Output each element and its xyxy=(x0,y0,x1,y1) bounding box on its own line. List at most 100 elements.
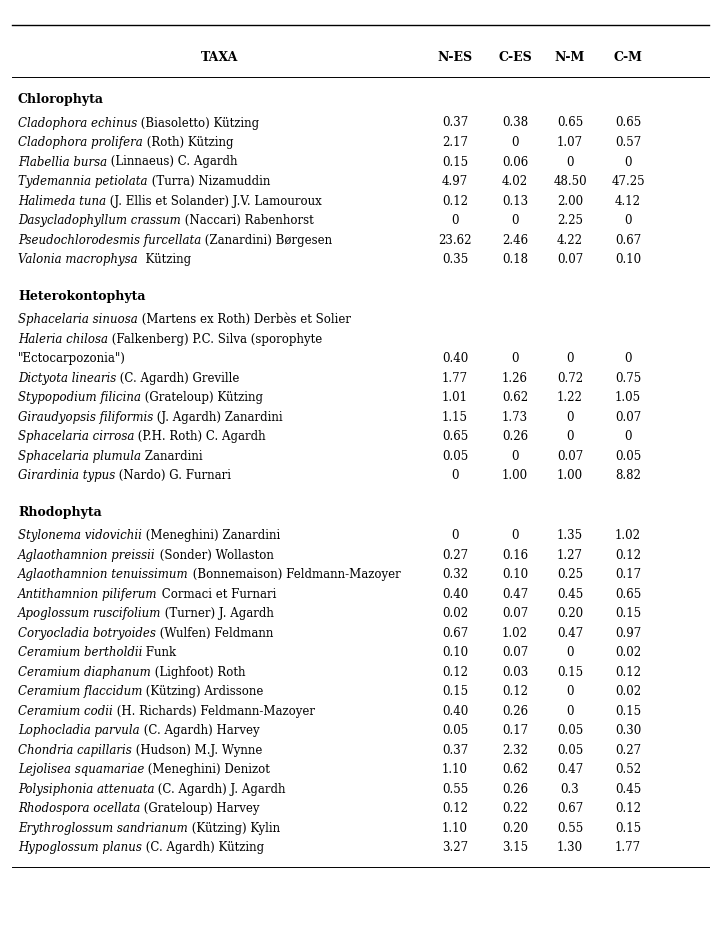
Text: 0.47: 0.47 xyxy=(502,588,528,601)
Text: 2.32: 2.32 xyxy=(502,743,528,756)
Text: 0.65: 0.65 xyxy=(615,116,641,129)
Text: 0.12: 0.12 xyxy=(502,685,528,698)
Text: 0.3: 0.3 xyxy=(560,782,579,795)
Text: 0: 0 xyxy=(451,469,459,482)
Text: 0.15: 0.15 xyxy=(442,155,468,168)
Text: 0: 0 xyxy=(566,646,574,659)
Text: 1.77: 1.77 xyxy=(442,371,468,384)
Text: 0.52: 0.52 xyxy=(615,763,641,776)
Text: Ceramium codii: Ceramium codii xyxy=(18,705,113,718)
Text: 0.75: 0.75 xyxy=(615,371,641,384)
Text: 0: 0 xyxy=(511,352,519,365)
Text: (Martens ex Roth) Derbès et Solier: (Martens ex Roth) Derbès et Solier xyxy=(138,313,351,326)
Text: Kützing: Kützing xyxy=(138,253,191,266)
Text: Rhodospora ocellata: Rhodospora ocellata xyxy=(18,802,140,815)
Text: 0.05: 0.05 xyxy=(557,743,583,756)
Text: 2.46: 2.46 xyxy=(502,233,528,246)
Text: Flabellia bursa: Flabellia bursa xyxy=(18,155,107,168)
Text: (Kützing) Ardissone: (Kützing) Ardissone xyxy=(142,685,263,698)
Text: (Naccari) Rabenhorst: (Naccari) Rabenhorst xyxy=(181,214,313,227)
Text: (H. Richards) Feldmann-Mazoyer: (H. Richards) Feldmann-Mazoyer xyxy=(113,705,315,718)
Text: 0.07: 0.07 xyxy=(557,449,583,462)
Text: 1.22: 1.22 xyxy=(557,391,583,404)
Text: 0.20: 0.20 xyxy=(557,607,583,620)
Text: 1.10: 1.10 xyxy=(442,763,468,776)
Text: Erythroglossum sandrianum: Erythroglossum sandrianum xyxy=(18,821,188,834)
Text: (Kützing) Kylin: (Kützing) Kylin xyxy=(188,821,280,834)
Text: (Turner) J. Agardh: (Turner) J. Agardh xyxy=(161,607,274,620)
Text: 0.47: 0.47 xyxy=(557,763,583,776)
Text: 48.50: 48.50 xyxy=(553,175,587,188)
Text: 1.00: 1.00 xyxy=(557,469,583,482)
Text: 0.13: 0.13 xyxy=(502,194,528,207)
Text: 0.05: 0.05 xyxy=(615,449,641,462)
Text: 0: 0 xyxy=(451,214,459,227)
Text: 0.15: 0.15 xyxy=(557,666,583,679)
Text: Zanardini: Zanardini xyxy=(141,449,203,462)
Text: (C. Agardh) J. Agardh: (C. Agardh) J. Agardh xyxy=(154,782,286,795)
Text: N-M: N-M xyxy=(555,50,585,63)
Text: 0.26: 0.26 xyxy=(502,430,528,443)
Text: 0: 0 xyxy=(511,136,519,149)
Text: (Zanardini) Børgesen: (Zanardini) Børgesen xyxy=(201,233,333,246)
Text: Stypopodium filicina: Stypopodium filicina xyxy=(18,391,141,404)
Text: 0.40: 0.40 xyxy=(442,588,468,601)
Text: 0.20: 0.20 xyxy=(502,821,528,834)
Text: C-M: C-M xyxy=(613,50,643,63)
Text: 2.00: 2.00 xyxy=(557,194,583,207)
Text: 0.40: 0.40 xyxy=(442,352,468,365)
Text: 0.67: 0.67 xyxy=(442,627,468,640)
Text: 0.57: 0.57 xyxy=(615,136,641,149)
Text: Aglaothamnion preissii: Aglaothamnion preissii xyxy=(18,549,156,562)
Text: 0.06: 0.06 xyxy=(502,155,528,168)
Text: 0.10: 0.10 xyxy=(442,646,468,659)
Text: (Wulfen) Feldmann: (Wulfen) Feldmann xyxy=(156,627,273,640)
Text: (Turra) Nizamuddin: (Turra) Nizamuddin xyxy=(148,175,270,188)
Text: 0.16: 0.16 xyxy=(502,549,528,562)
Text: 0: 0 xyxy=(566,685,574,698)
Text: 0.07: 0.07 xyxy=(615,410,641,423)
Text: 0.32: 0.32 xyxy=(442,568,468,581)
Text: 4.12: 4.12 xyxy=(615,194,641,207)
Text: 0.67: 0.67 xyxy=(615,233,641,246)
Text: Sphacelaria plumula: Sphacelaria plumula xyxy=(18,449,141,462)
Text: 0.45: 0.45 xyxy=(615,782,641,795)
Text: Ceramium flaccidum: Ceramium flaccidum xyxy=(18,685,142,698)
Text: 0.12: 0.12 xyxy=(615,666,641,679)
Text: 2.25: 2.25 xyxy=(557,214,583,227)
Text: 0: 0 xyxy=(511,214,519,227)
Text: 1.77: 1.77 xyxy=(615,841,641,854)
Text: 0.12: 0.12 xyxy=(615,549,641,562)
Text: 0.15: 0.15 xyxy=(442,685,468,698)
Text: 1.02: 1.02 xyxy=(615,529,641,542)
Text: 0.40: 0.40 xyxy=(442,705,468,718)
Text: Stylonema vidovichii: Stylonema vidovichii xyxy=(18,529,142,542)
Text: 0.05: 0.05 xyxy=(442,449,468,462)
Text: 0.05: 0.05 xyxy=(442,724,468,737)
Text: (C. Agardh) Kützing: (C. Agardh) Kützing xyxy=(142,841,264,854)
Text: Apoglossum ruscifolium: Apoglossum ruscifolium xyxy=(18,607,161,620)
Text: 0.97: 0.97 xyxy=(615,627,641,640)
Text: 0: 0 xyxy=(566,430,574,443)
Text: 23.62: 23.62 xyxy=(438,233,472,246)
Text: C-ES: C-ES xyxy=(498,50,532,63)
Text: Tydemannia petiolata: Tydemannia petiolata xyxy=(18,175,148,188)
Text: Dictyota linearis: Dictyota linearis xyxy=(18,371,116,384)
Text: 3.15: 3.15 xyxy=(502,841,528,854)
Text: 0.07: 0.07 xyxy=(502,607,528,620)
Text: 1.35: 1.35 xyxy=(557,529,583,542)
Text: Lophocladia parvula: Lophocladia parvula xyxy=(18,724,140,737)
Text: Rhodophyta: Rhodophyta xyxy=(18,506,102,519)
Text: Haleria chilosa: Haleria chilosa xyxy=(18,333,108,346)
Text: 0.12: 0.12 xyxy=(442,666,468,679)
Text: 1.00: 1.00 xyxy=(502,469,528,482)
Text: 0.02: 0.02 xyxy=(615,646,641,659)
Text: (Lighfoot) Roth: (Lighfoot) Roth xyxy=(151,666,245,679)
Text: (Sonder) Wollaston: (Sonder) Wollaston xyxy=(156,549,273,562)
Text: 0.27: 0.27 xyxy=(442,549,468,562)
Text: Cormaci et Furnari: Cormaci et Furnari xyxy=(158,588,276,601)
Text: 0.02: 0.02 xyxy=(442,607,468,620)
Text: Funk: Funk xyxy=(142,646,176,659)
Text: Coryocladia botryoides: Coryocladia botryoides xyxy=(18,627,156,640)
Text: 0.12: 0.12 xyxy=(442,802,468,815)
